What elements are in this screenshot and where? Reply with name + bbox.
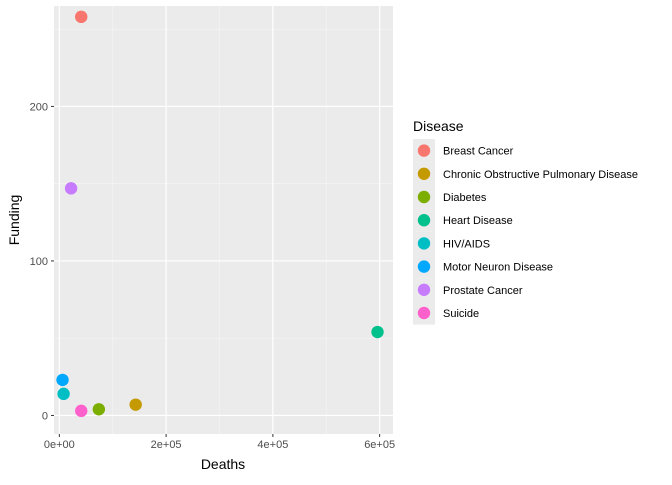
y-axis-title: Funding: [6, 195, 22, 246]
data-point: [75, 10, 88, 24]
x-tick-label: 6e+05: [364, 439, 395, 451]
legend-label: Motor Neuron Disease: [443, 262, 553, 274]
data-point: [56, 373, 69, 387]
legend-label: Prostate Cancer: [443, 285, 523, 297]
x-tick-label: 2e+05: [151, 439, 182, 451]
minor-gridlines: [54, 6, 393, 434]
legend-label: HIV/AIDS: [443, 238, 490, 250]
x-axis-title: Deaths: [201, 456, 245, 472]
legend-label: Diabetes: [443, 192, 487, 204]
y-tick-label: 0: [42, 410, 48, 422]
data-point: [75, 404, 88, 418]
legend-key: [417, 306, 431, 320]
legend-label: Heart Disease: [443, 215, 513, 227]
y-axis-ticks: 0 100 200: [30, 101, 54, 422]
legend-key: [417, 237, 431, 250]
x-axis-ticks: 0e+00 2e+05 4e+05 6e+05: [44, 434, 395, 451]
data-point: [129, 398, 142, 411]
legend-label: Suicide: [443, 308, 479, 320]
legend-key: [417, 283, 431, 296]
legend-key: [417, 190, 431, 204]
legend: Disease Breast Cancer Chronic Obstructive…: [413, 118, 638, 325]
data-point: [371, 325, 384, 339]
data-point: [57, 387, 70, 401]
legend-label: Chronic Obstructive Pulmonary Disease: [443, 169, 638, 181]
data-point: [64, 182, 78, 195]
legend-key: [417, 214, 431, 227]
x-tick-label: 4e+05: [257, 439, 288, 451]
legend-key: [417, 144, 431, 157]
legend-key: [417, 260, 431, 273]
legend-label: Breast Cancer: [443, 146, 514, 158]
data-point: [92, 403, 106, 416]
y-tick-label: 100: [30, 256, 48, 268]
data-points: [56, 10, 384, 418]
legend-title: Disease: [413, 118, 464, 134]
x-tick-label: 0e+00: [44, 439, 75, 451]
major-gridlines: [54, 6, 393, 434]
legend-key: [417, 167, 431, 180]
y-tick-label: 200: [30, 101, 48, 113]
plot-panel: [54, 6, 393, 434]
